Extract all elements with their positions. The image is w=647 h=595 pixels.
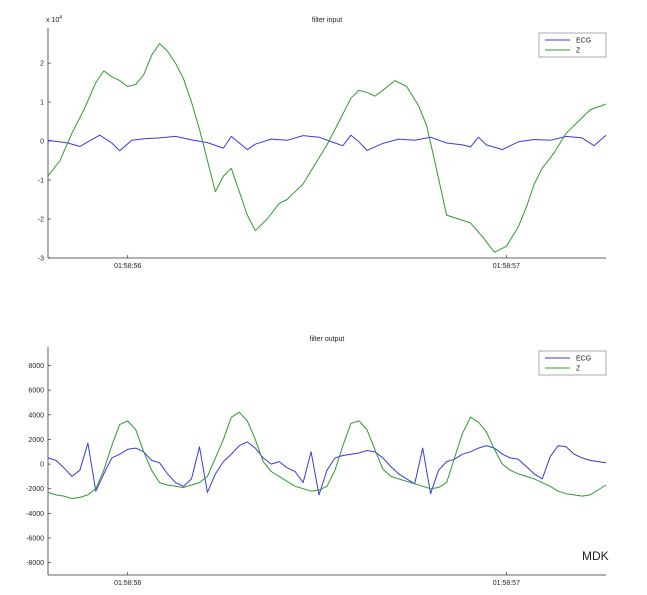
series-line-ecg — [47, 441, 607, 496]
legend-label-ecg: ECG — [576, 356, 591, 363]
x-tick-label: 01:58:56 — [114, 580, 141, 587]
legend-label-z: Z — [576, 48, 581, 55]
x-tick-label: 01:58:57 — [493, 263, 520, 270]
y-exponent-power: 4 — [59, 15, 62, 21]
series-line-ecg — [47, 134, 607, 152]
signature-watermark: MDK — [582, 549, 609, 563]
chart-title: filter output — [310, 336, 345, 343]
legend: ECG Z — [538, 350, 607, 376]
legend-box — [538, 32, 607, 58]
y-tick-label: -1 — [38, 178, 44, 185]
y-tick-label: -2 — [38, 217, 44, 224]
legend: ECG Z — [538, 32, 607, 58]
y-tick-label: -8000 — [26, 560, 44, 567]
x-tick-label: 01:58:56 — [114, 263, 141, 270]
legend-box — [538, 350, 607, 376]
series-line-z — [47, 43, 607, 253]
chart-title: filter input — [312, 17, 342, 24]
chart-filter-output: filter output 8000 6000 4000 2000 0 -2000 -400… — [26, 336, 607, 587]
series-line-z — [47, 411, 607, 500]
y-tick-label: 6000 — [28, 388, 44, 395]
y-exponent-base: x 10 — [46, 17, 59, 24]
tick-labels: 8000 6000 4000 2000 0 -2000 -4000 -6000 -8000 01:… — [26, 363, 520, 587]
y-tick-label: 0 — [40, 139, 44, 146]
legend-label-ecg: ECG — [576, 38, 591, 45]
y-tick-label: -6000 — [26, 536, 44, 543]
y-tick-label: 8000 — [28, 363, 44, 370]
series-lines — [47, 43, 607, 253]
chart-filter-input: filter input x 104 -3 -2 -1 0 1 2 01:58:56 01:5… — [38, 15, 607, 270]
tick-labels: -3 -2 -1 0 1 2 01:58:56 01:58:57 — [38, 61, 520, 270]
series-lines — [47, 411, 607, 500]
y-tick-label: -3 — [38, 256, 44, 263]
y-exponent-label: x 104 — [46, 15, 62, 24]
y-tick-label: 0 — [40, 462, 44, 469]
y-tick-label: 4000 — [28, 412, 44, 419]
legend-label-z: Z — [576, 366, 581, 373]
y-tick-label: -4000 — [26, 511, 44, 518]
x-tick-label: 01:58:57 — [493, 580, 520, 587]
axes — [47, 347, 606, 576]
y-tick-label: 2 — [40, 61, 44, 68]
y-tick-label: 1 — [40, 100, 44, 107]
y-tick-label: -2000 — [26, 486, 44, 493]
axes — [47, 28, 606, 259]
y-tick-label: 2000 — [28, 437, 44, 444]
